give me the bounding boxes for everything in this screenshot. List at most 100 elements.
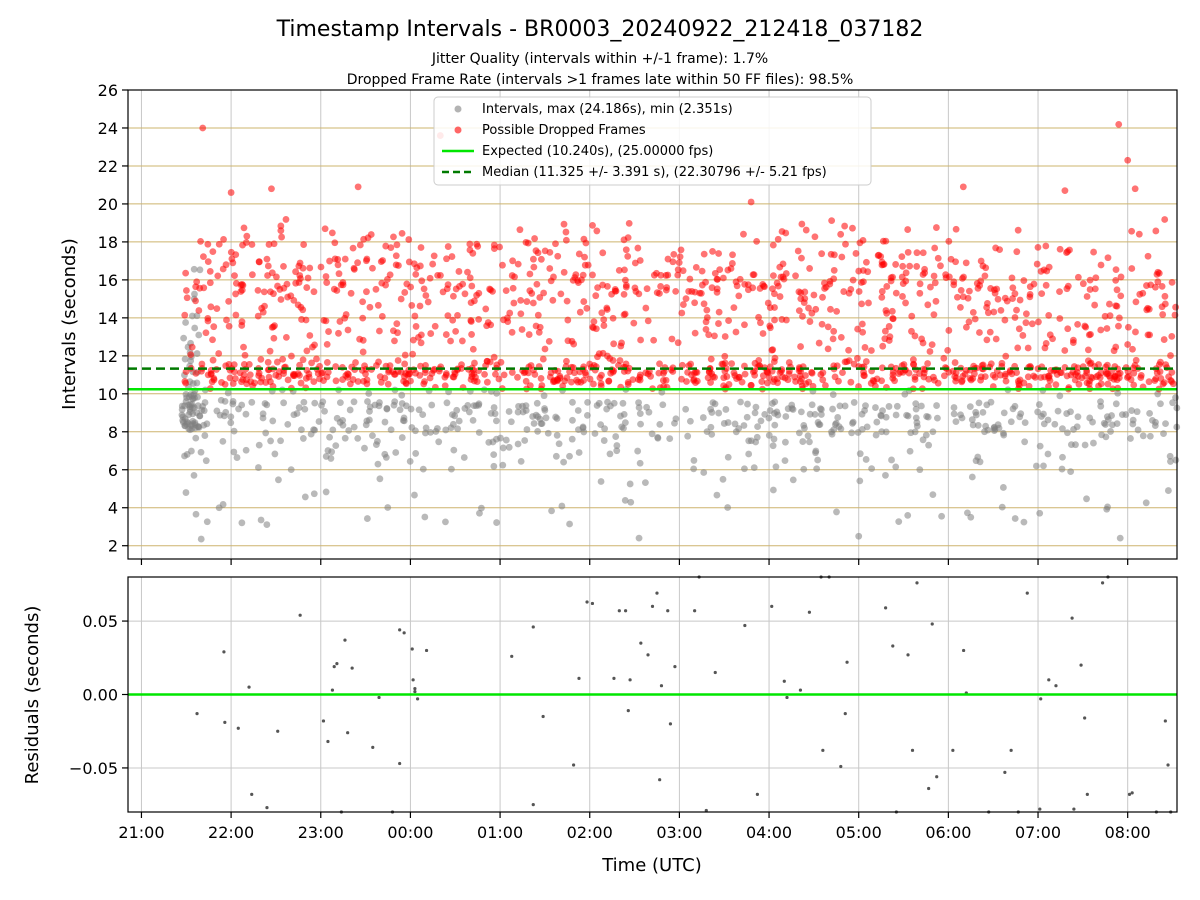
dropped-frame-point — [429, 260, 437, 268]
dropped-frame-point — [720, 374, 728, 382]
dropped-frame-point — [582, 239, 590, 247]
dropped-frame-point — [310, 288, 318, 296]
dropped-frame-point — [390, 233, 397, 241]
dropped-frame-point — [352, 359, 359, 366]
interval-point — [191, 394, 198, 402]
dropped-frame-point — [962, 323, 970, 331]
dropped-frame-point — [532, 247, 540, 255]
dropped-frame-point — [354, 259, 361, 267]
interval-point — [1051, 420, 1059, 428]
interval-point — [856, 450, 864, 458]
dropped-frame-point — [401, 289, 409, 296]
dropped-frame-point — [839, 369, 846, 377]
dropped-frame-point — [230, 361, 238, 369]
interval-point — [1107, 428, 1114, 435]
dropped-frame-point — [1097, 326, 1105, 334]
interval-point — [287, 466, 295, 473]
dropped-frame-point — [1056, 245, 1064, 253]
dropped-frame-point — [1083, 379, 1091, 387]
interval-point — [858, 410, 866, 418]
dropped-frame-point — [697, 289, 705, 297]
interval-point — [182, 319, 189, 326]
dropped-frame-point — [209, 336, 216, 344]
interval-point — [178, 406, 186, 413]
residual-point — [655, 591, 659, 595]
residual-point — [1083, 716, 1087, 720]
dropped-frame-point — [879, 342, 887, 350]
interval-point — [752, 403, 760, 411]
interval-point — [912, 405, 920, 413]
dropped-frame-point — [997, 306, 1005, 314]
dropped-frame-point — [341, 255, 349, 263]
residual-point — [510, 654, 514, 658]
dropped-frame-point — [524, 369, 532, 377]
dropped-frame-point — [829, 335, 837, 343]
dropped-frame-point — [642, 369, 650, 377]
dropped-frame-point — [568, 378, 575, 386]
dropped-frame-point — [529, 299, 537, 307]
interval-point — [514, 408, 522, 416]
dropped-frame-point — [486, 358, 494, 366]
interval-point — [412, 450, 420, 457]
interval-point — [186, 405, 194, 413]
interval-point — [515, 402, 522, 410]
interval-point — [475, 429, 483, 436]
dropped-frame-point — [818, 320, 826, 328]
dropped-frame-point — [282, 333, 290, 341]
dropped-frame-point — [517, 310, 525, 318]
dropped-frame-point — [490, 245, 498, 253]
dropped-frame-point — [830, 251, 838, 259]
dropped-frame-point — [1117, 292, 1125, 300]
interval-point — [1058, 465, 1066, 473]
dropped-frame-point — [741, 321, 748, 329]
interval-point — [372, 441, 380, 449]
interval-point — [399, 417, 407, 424]
dropped-frame-point — [951, 359, 959, 366]
dropped-frame-point — [792, 272, 799, 280]
dropped-frame-point — [719, 274, 727, 282]
residual-point — [1025, 591, 1029, 595]
dropped-frame-point — [1064, 248, 1071, 255]
dropped-frame-point — [769, 272, 777, 280]
dropped-frame-point — [240, 361, 248, 368]
interval-point — [194, 402, 202, 410]
interval-point — [966, 403, 974, 410]
dropped-frame-point — [798, 254, 805, 262]
dropped-frame-point — [740, 230, 747, 238]
dropped-frame-point — [335, 329, 342, 337]
dropped-frame-point — [840, 288, 848, 295]
dropped-frame-point — [898, 273, 906, 281]
dropped-frame-point — [636, 257, 644, 264]
interval-point — [490, 404, 498, 411]
dropped-frame-point — [776, 293, 784, 300]
interval-point — [558, 502, 566, 510]
interval-point — [362, 421, 370, 429]
dropped-frame-point — [653, 289, 661, 297]
dropped-frame-point — [715, 320, 722, 327]
dropped-frame-point — [264, 358, 272, 366]
dropped-frame-point — [624, 378, 632, 386]
residual-point — [371, 745, 375, 749]
dropped-frame-point — [1124, 368, 1132, 376]
dropped-frame-point — [983, 336, 991, 344]
dropped-frame-point — [1135, 230, 1143, 238]
dropped-frame-point — [709, 247, 716, 255]
dropped-frame-point — [372, 285, 380, 293]
dropped-frame-point — [583, 304, 591, 312]
dropped-frame-point — [802, 226, 810, 234]
residual-point — [222, 650, 226, 654]
interval-point — [1064, 429, 1071, 437]
dropped-frame-point — [961, 370, 969, 378]
dropped-frame-point — [945, 368, 953, 376]
dropped-frame-point — [714, 275, 721, 283]
dropped-frame-point — [1104, 254, 1112, 262]
dropped-frame-point — [1115, 374, 1123, 382]
interval-point — [1059, 425, 1066, 433]
dropped-frame-point — [698, 267, 706, 275]
dropped-frame-point — [847, 378, 855, 386]
interval-point — [699, 414, 707, 421]
dropped-frame-point — [916, 280, 924, 288]
residual-point — [350, 666, 354, 670]
dropped-frame-point — [1025, 382, 1033, 390]
residual-point — [650, 604, 655, 608]
